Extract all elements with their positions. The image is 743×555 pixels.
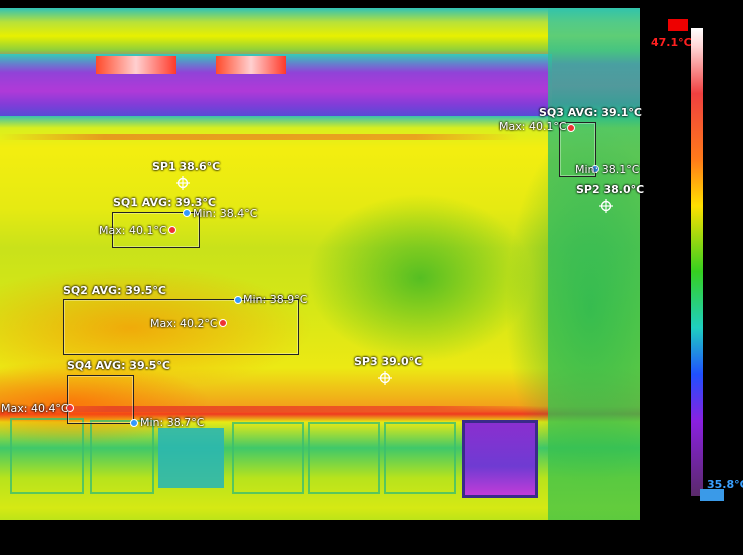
panel-cell bbox=[232, 422, 304, 494]
scale-max-label: 47.1°C bbox=[651, 36, 692, 49]
area-sq2-avg: SQ2 AVG: 39.5°C bbox=[63, 284, 167, 297]
scale-min-label: 35.8°C bbox=[707, 478, 743, 491]
area-sq1-avg: SQ1 AVG: 39.3°C bbox=[113, 196, 217, 209]
area-sq1-max: Max: 40.1°C bbox=[99, 224, 167, 237]
spot-sp1-label: SP1 38.6°C bbox=[152, 160, 221, 173]
area-sq2-box[interactable] bbox=[63, 299, 299, 355]
max-temp-dot bbox=[66, 404, 74, 412]
panel-cell bbox=[308, 422, 380, 494]
area-sq3-avg: SQ3 AVG: 39.1°C bbox=[539, 106, 643, 119]
min-temp-dot bbox=[591, 165, 599, 173]
area-sq3-box[interactable] bbox=[559, 122, 596, 177]
cool-panel bbox=[158, 428, 224, 488]
spot-sp2-label: SP2 38.0°C bbox=[576, 183, 645, 196]
cold-hatch bbox=[462, 420, 538, 498]
hot-row bbox=[0, 134, 520, 140]
max-temp-dot bbox=[219, 319, 227, 327]
area-sq4-max: Max: 40.4°C bbox=[1, 402, 69, 415]
cool-strip-right bbox=[548, 8, 640, 520]
crosshair-icon[interactable] bbox=[378, 371, 392, 385]
area-sq1-min: Min: 38.4°C bbox=[193, 207, 258, 220]
min-temp-dot bbox=[130, 419, 138, 427]
color-scale-bar bbox=[691, 28, 703, 496]
thermal-image bbox=[0, 8, 640, 520]
crosshair-icon[interactable] bbox=[599, 199, 613, 213]
max-temp-dot bbox=[168, 226, 176, 234]
panel-cell bbox=[10, 418, 84, 494]
min-temp-dot bbox=[234, 296, 242, 304]
crosshair-icon[interactable] bbox=[176, 176, 190, 190]
spot-sp3-label: SP3 39.0°C bbox=[354, 355, 423, 368]
panel-cell bbox=[90, 420, 154, 494]
area-sq4-min: Min: 38.7°C bbox=[140, 416, 205, 429]
hot-vent-2 bbox=[216, 56, 286, 74]
panel-cell bbox=[384, 422, 456, 494]
max-temp-dot bbox=[567, 124, 575, 132]
area-sq1-box[interactable] bbox=[112, 212, 200, 248]
area-sq2-min: Min: 38.9°C bbox=[243, 293, 308, 306]
hot-row bbox=[0, 406, 540, 412]
area-sq3-max: Max: 40.1°C bbox=[499, 120, 567, 133]
max-scale-flag bbox=[668, 19, 688, 31]
area-sq4-avg: SQ4 AVG: 39.5°C bbox=[67, 359, 171, 372]
hot-vent-1 bbox=[96, 56, 176, 74]
area-sq3-min: Min: 38.1°C bbox=[575, 163, 640, 176]
area-sq2-max: Max: 40.2°C bbox=[150, 317, 218, 330]
min-scale-flag bbox=[700, 489, 724, 501]
min-temp-dot bbox=[183, 209, 191, 217]
area-sq4-box[interactable] bbox=[67, 375, 134, 424]
